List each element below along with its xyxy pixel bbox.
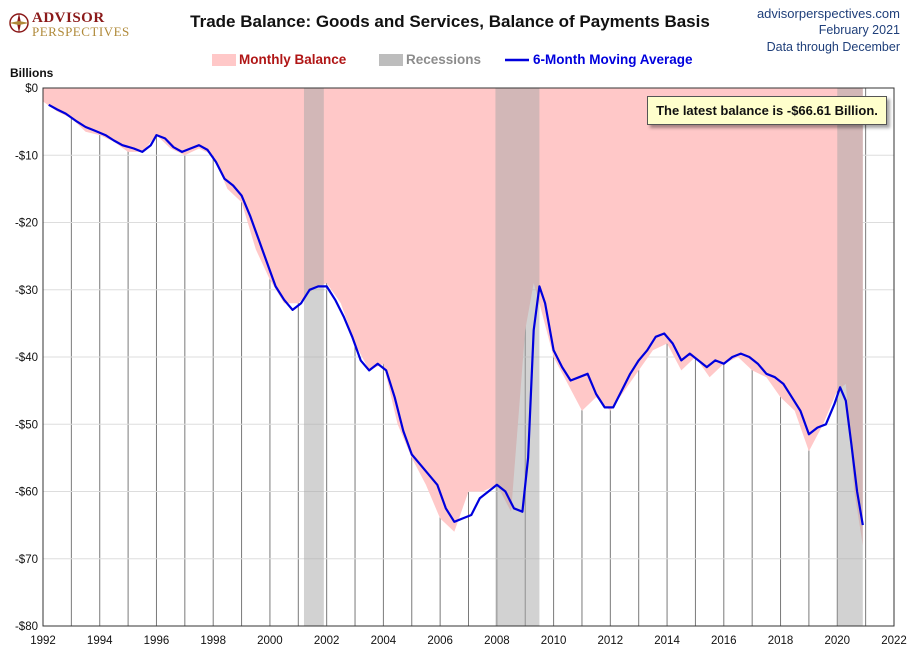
y-tick-label: -$20 xyxy=(15,218,38,230)
x-tick-label: 1994 xyxy=(87,635,113,647)
legend-label-recessions: Recessions xyxy=(406,52,482,67)
y-tick-label: -$60 xyxy=(15,487,38,499)
x-tick-label: 1998 xyxy=(200,635,226,647)
recession-bands xyxy=(303,88,863,626)
plot-frame xyxy=(42,87,895,627)
plot-border xyxy=(42,87,895,627)
brand-logo: ADVISOR PERSPECTIVES xyxy=(8,10,138,42)
y-tick-label: -$30 xyxy=(15,285,38,297)
x-tick-label: 2020 xyxy=(824,635,850,647)
x-tick-label: 2004 xyxy=(371,635,397,647)
y-tick-label: -$50 xyxy=(15,419,38,431)
moving-average-series xyxy=(48,103,864,526)
brand-name-line2: PERSPECTIVES xyxy=(32,24,130,39)
brand-name-line1: ADVISOR xyxy=(32,10,105,26)
x-tick-label: 2002 xyxy=(314,635,340,647)
x-tick-label: 2014 xyxy=(654,635,680,647)
recession-band-3 xyxy=(837,88,863,626)
y-tick-labels: $0 -$10 -$20 -$30 -$40 -$50 -$60 -$70 -$80 xyxy=(15,83,38,633)
source-coverage: Data through December xyxy=(766,40,900,54)
legend-label-moving-average: 6-Month Moving Average xyxy=(533,52,693,67)
latest-balance-annotation: The latest balance is -$66.61 Billion. xyxy=(647,96,887,125)
chart-legend: Monthly Balance Recessions 6-Month Movin… xyxy=(0,51,910,69)
y-axis-label: Billions xyxy=(10,66,54,80)
y-tick-label: -$80 xyxy=(15,621,38,633)
x-tick-label: 2006 xyxy=(427,635,453,647)
source-site: advisorperspectives.com xyxy=(756,6,900,21)
y-tick-label: -$10 xyxy=(15,150,38,162)
chart-title: Trade Balance: Goods and Services, Balan… xyxy=(190,12,710,31)
x-tick-label: 2000 xyxy=(257,635,283,647)
compass-icon xyxy=(9,13,29,33)
legend-swatch-monthly xyxy=(212,54,236,66)
recession-band-1 xyxy=(303,88,324,626)
x-tick-label: 2010 xyxy=(541,635,567,647)
y-tick-label: $0 xyxy=(25,83,38,95)
moving-average-line xyxy=(48,103,864,526)
legend-swatch-recessions xyxy=(379,54,403,66)
legend-label-monthly: Monthly Balance xyxy=(239,52,347,67)
y-tick-label: -$70 xyxy=(15,554,38,566)
x-tick-label: 2016 xyxy=(711,635,737,647)
source-date: February 2021 xyxy=(818,23,900,37)
monthly-balance-area xyxy=(43,88,863,546)
x-tick-label: 1992 xyxy=(30,635,56,647)
x-tick-labels: 1992 1994 1996 1998 2000 2002 2004 2006 2008 2010… xyxy=(30,635,907,647)
x-tick-label: 2008 xyxy=(484,635,510,647)
y-tick-label: -$40 xyxy=(15,352,38,364)
x-tick-label: 2022 xyxy=(881,635,907,647)
legend-swatch-moving-average xyxy=(505,58,529,62)
x-tick-label: 2012 xyxy=(598,635,624,647)
monthly-balance-area-shape xyxy=(43,88,863,546)
x-tick-label: 2018 xyxy=(768,635,794,647)
x-tick-label: 1996 xyxy=(144,635,170,647)
